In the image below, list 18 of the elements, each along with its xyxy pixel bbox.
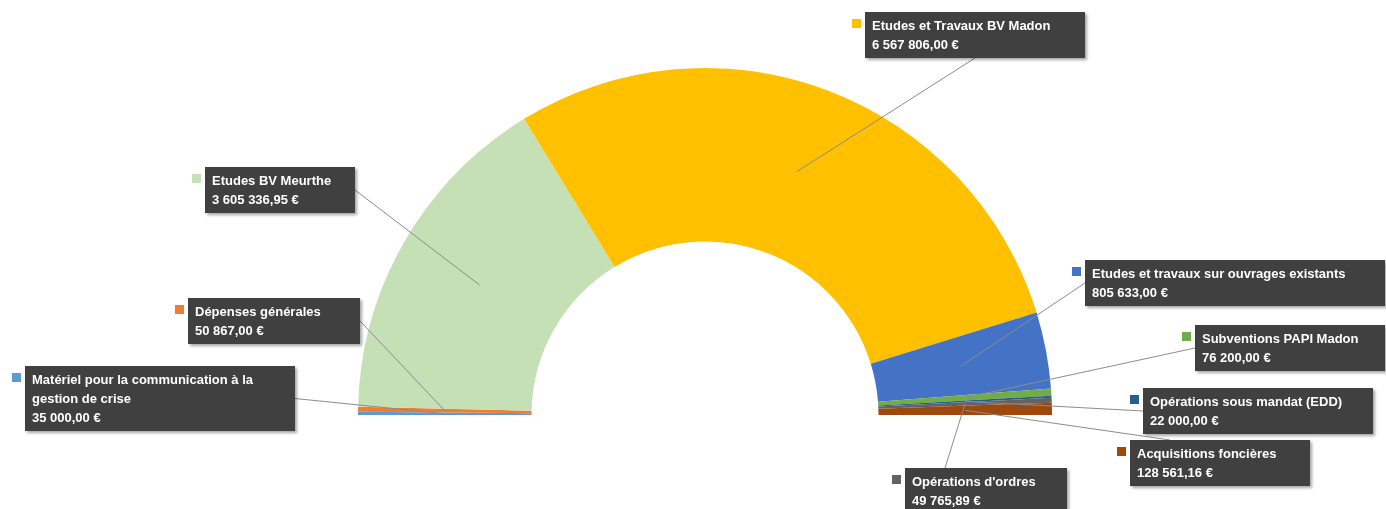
legend-label: Dépenses générales [195, 303, 321, 319]
data-label: 49 765,89 € [912, 492, 981, 508]
legend-label: Etudes et Travaux BV Madon [872, 17, 1051, 33]
legend-label: Matériel pour la communication à la gestion de crise [32, 371, 254, 406]
data-label: 128 561,16 € [1137, 464, 1213, 480]
data-label: 35 000,00 € [32, 409, 101, 425]
data-label: 22 000,00 € [1150, 412, 1219, 428]
legend-label: Subventions PAPI Madon [1202, 330, 1359, 346]
data-label: 6 567 806,00 € [872, 36, 959, 52]
legend-label: Etudes BV Meurthe [212, 172, 332, 188]
data-label: 3 605 336,95 € [212, 191, 299, 207]
legend-label: Etudes et travaux sur ouvrages existants [1092, 265, 1346, 281]
data-label: 76 200,00 € [1202, 349, 1271, 365]
legend-label: Opérations d'ordres [912, 473, 1036, 489]
data-label: 805 633,00 € [1092, 284, 1168, 300]
legend-label: Opérations sous mandat (EDD) [1150, 393, 1343, 409]
legend-label: Acquisitions foncières [1137, 445, 1277, 461]
data-label: 50 867,00 € [195, 322, 264, 338]
